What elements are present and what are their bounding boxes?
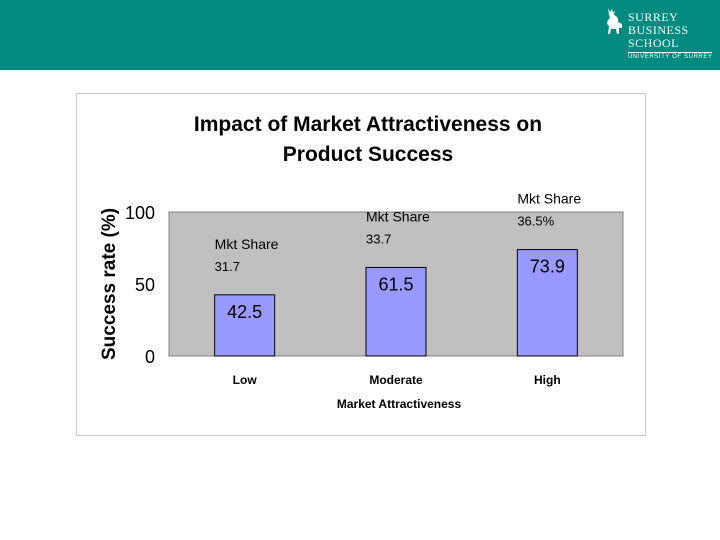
y-tick-label-1: 50 <box>135 275 155 295</box>
header-bar: SURREY BUSINESS SCHOOL UNIVERSITY OF SUR… <box>0 0 720 70</box>
y-tick-label-0: 0 <box>145 347 155 367</box>
logo-line-1: SURREY <box>628 10 679 24</box>
annotation-mkt-share-value-2: 36.5% <box>517 214 554 229</box>
x-tick-label-2: High <box>534 373 561 387</box>
annotation-mkt-share-label-2: Mkt Share <box>517 191 581 207</box>
annotation-mkt-share-label-0: Mkt Share <box>215 236 279 252</box>
annotation-mkt-share-label-1: Mkt Share <box>366 208 430 224</box>
y-tick-label-2: 100 <box>125 203 155 223</box>
bar-low <box>214 294 276 357</box>
y-axis-label: Success rate (%) <box>99 208 120 360</box>
chart-title-line-2: Product Success <box>283 143 453 166</box>
annotation-mkt-share-value-0: 31.7 <box>215 259 240 274</box>
bar-chart: Impact of Market Attractiveness on Produ… <box>99 113 624 411</box>
stag-icon <box>607 8 622 34</box>
bar-value-label-2: 73.9 <box>530 257 565 277</box>
logo-line-3: SCHOOL <box>628 36 680 50</box>
bar-high <box>516 249 578 357</box>
bar-value-label-0: 42.5 <box>227 302 262 322</box>
annotation-mkt-share-value-1: 33.7 <box>366 231 391 246</box>
logo-line-2: BUSINESS <box>628 23 689 37</box>
x-tick-label-1: Moderate <box>369 373 423 387</box>
x-axis-label: Market Attractiveness <box>337 397 462 411</box>
logo-rule <box>628 52 712 53</box>
chart-title-line-1: Impact of Market Attractiveness on <box>194 113 542 136</box>
surrey-business-school-logo: SURREY BUSINESS SCHOOL UNIVERSITY OF SUR… <box>602 6 714 64</box>
logo-subtitle: UNIVERSITY OF SURREY <box>628 54 713 60</box>
chart-frame: Impact of Market Attractiveness on Produ… <box>76 93 646 436</box>
bar-value-label-1: 61.5 <box>378 274 413 294</box>
bar-moderate <box>365 266 427 357</box>
x-tick-label-0: Low <box>233 373 258 387</box>
